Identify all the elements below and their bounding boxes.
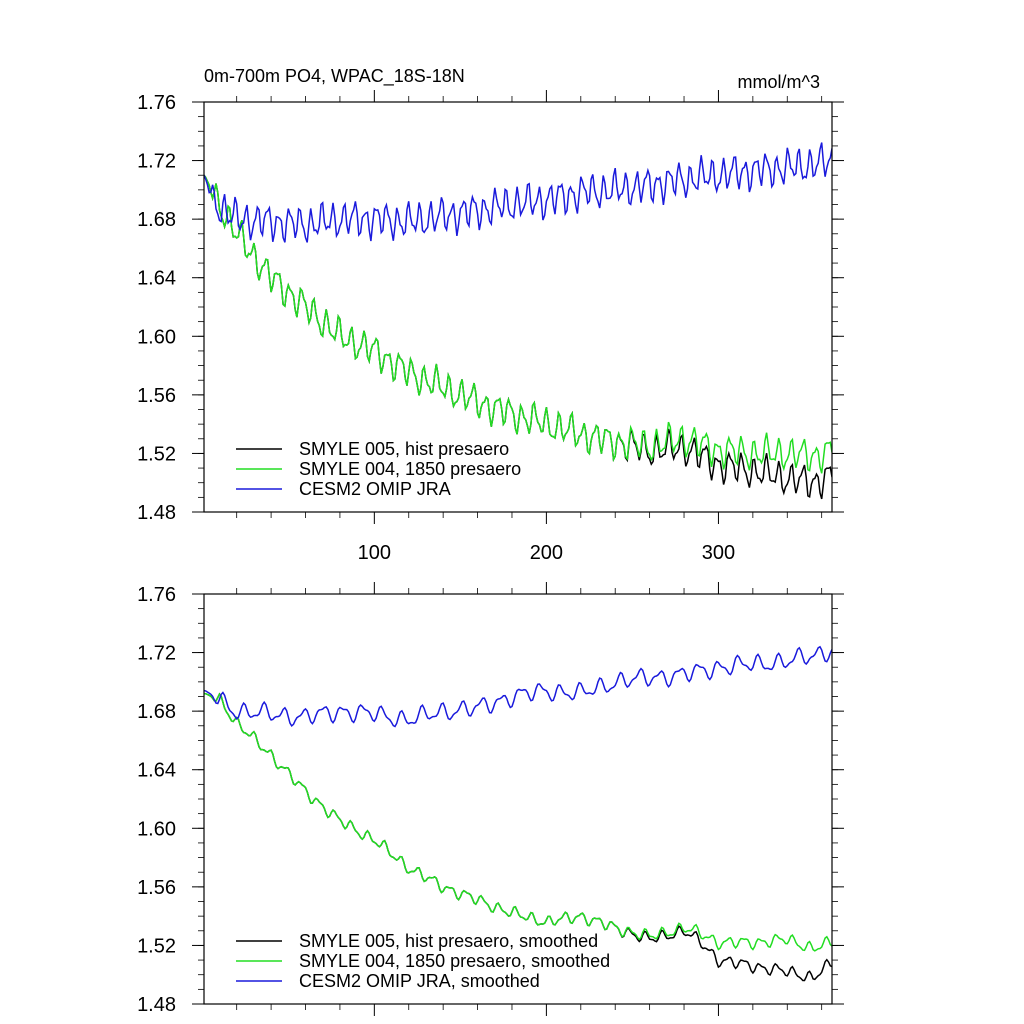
y-tick-label: 1.64 [137, 268, 176, 290]
y-tick-label: 1.72 [137, 643, 176, 665]
x-tick-label: 100 [358, 542, 391, 564]
series-line-2 [204, 174, 832, 474]
x-tick-label: 200 [530, 542, 563, 564]
legend-label: SMYLE 005, hist presaero [299, 439, 509, 459]
legend-label: CESM2 OMIP JRA, smoothed [299, 971, 540, 991]
legend-label: CESM2 OMIP JRA [299, 479, 451, 499]
y-tick-label: 1.64 [137, 760, 176, 782]
y-tick-label: 1.76 [137, 584, 176, 606]
chart-2: 1.48 1.52 1.56 1.60 1.64 1.68 1.72 1.76 SMYLE 00… [137, 582, 844, 1016]
y-tick-label: 1.68 [137, 701, 176, 723]
chart-title: 0m-700m PO4, WPAC_18S-18N [204, 66, 465, 87]
y-tick-label: 1.72 [137, 151, 176, 173]
series-line-3 [204, 645, 832, 728]
y-tick-label: 1.52 [137, 935, 176, 957]
units-label: mmol/m^3 [738, 72, 820, 92]
chart-1: 1.48 1.52 1.56 1.60 1.64 1.68 1.72 1.76 100 200 30… [137, 66, 844, 564]
y-tick-label: 1.48 [137, 502, 176, 524]
y-tick-label: 1.60 [137, 818, 176, 840]
x-tick-label: 300 [702, 542, 735, 564]
legend-label: SMYLE 004, 1850 presaero, smoothed [299, 951, 610, 971]
y-tick-label: 1.56 [137, 385, 176, 407]
y-tick-label: 1.56 [137, 877, 176, 899]
legend-label: SMYLE 004, 1850 presaero [299, 459, 521, 479]
y-tick-label: 1.76 [137, 92, 176, 114]
series-line-3 [204, 142, 832, 243]
y-tick-label: 1.60 [137, 326, 176, 348]
y-tick-label: 1.68 [137, 209, 176, 231]
series-line-2 [204, 692, 832, 952]
y-tick-label: 1.48 [137, 994, 176, 1016]
legend-label: SMYLE 005, hist presaero, smoothed [299, 931, 598, 951]
y-tick-label: 1.52 [137, 443, 176, 465]
